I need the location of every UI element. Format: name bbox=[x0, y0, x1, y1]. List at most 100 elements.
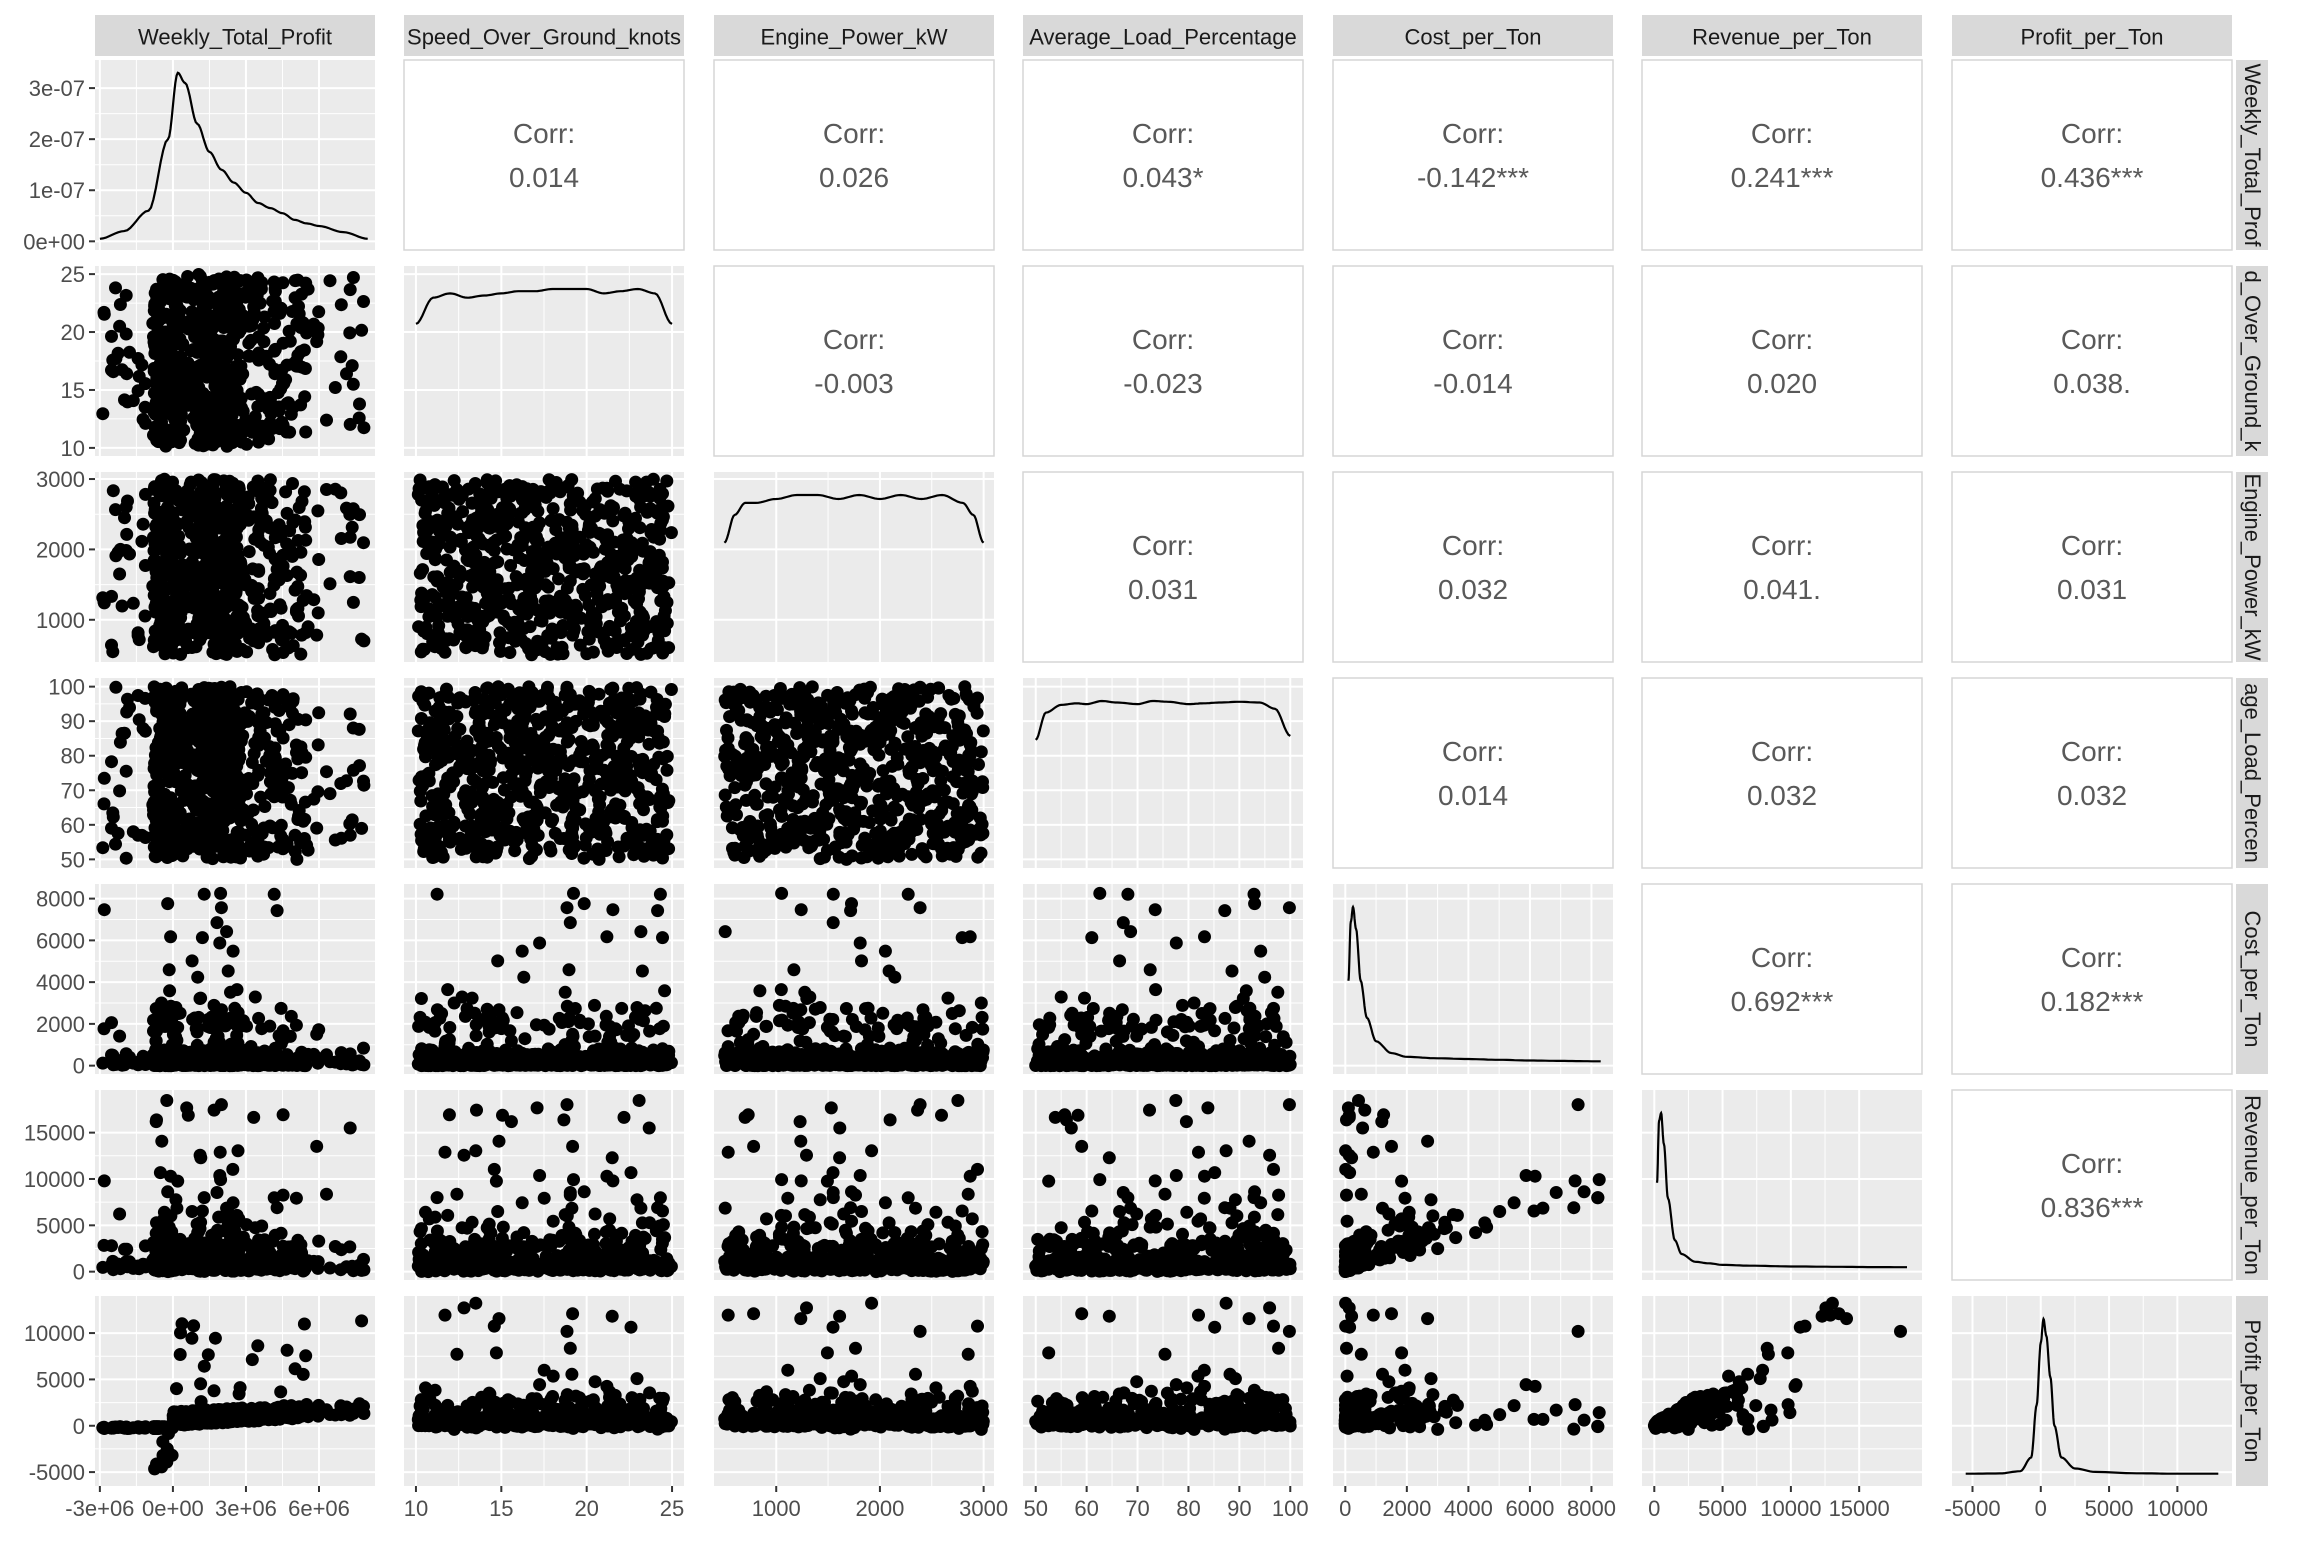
scatter-point bbox=[209, 796, 222, 809]
corr-label: Corr: bbox=[1751, 118, 1813, 149]
scatter-point bbox=[214, 887, 227, 900]
scatter-point bbox=[187, 626, 200, 639]
scatter-point bbox=[209, 646, 222, 659]
scatter-point bbox=[274, 530, 287, 543]
scatter-point bbox=[634, 687, 647, 700]
scatter-point bbox=[247, 840, 260, 853]
scatter-point bbox=[234, 556, 247, 569]
scatter-point bbox=[186, 954, 199, 967]
scatter-point bbox=[320, 483, 333, 496]
corr-label: Corr: bbox=[823, 324, 885, 355]
scatter-point bbox=[653, 492, 666, 505]
scatter-point bbox=[209, 363, 222, 376]
corr-value: -0.003 bbox=[814, 368, 893, 399]
scatter-point bbox=[105, 755, 118, 768]
scatter-point bbox=[510, 826, 523, 839]
corr-panel bbox=[1333, 472, 1613, 662]
scatter-point bbox=[661, 750, 674, 763]
scatter-point bbox=[912, 778, 925, 791]
corr-label: Corr: bbox=[1442, 324, 1504, 355]
scatter-point bbox=[738, 737, 751, 750]
scatter-point bbox=[257, 322, 270, 335]
scatter-point bbox=[268, 572, 281, 585]
scatter-point bbox=[153, 583, 166, 596]
corr-panel bbox=[1642, 472, 1922, 662]
corr-panel bbox=[1642, 60, 1922, 250]
corr-label: Corr: bbox=[1132, 118, 1194, 149]
scatter-point bbox=[602, 623, 615, 636]
scatter-point bbox=[255, 708, 268, 721]
strip-label-right-3: age_Load_Percen bbox=[2240, 683, 2265, 863]
scatter-point bbox=[295, 288, 308, 301]
scatter-point bbox=[343, 326, 356, 339]
scatter-point bbox=[243, 710, 256, 723]
scatter-point bbox=[286, 516, 299, 529]
scatter-point bbox=[215, 901, 228, 914]
scatter-point bbox=[217, 474, 230, 487]
scatter-point bbox=[509, 635, 522, 648]
scatter-point bbox=[891, 803, 904, 816]
scatter-point bbox=[235, 436, 248, 449]
scatter-point bbox=[447, 775, 460, 788]
scatter-point bbox=[464, 808, 477, 821]
scatter-point bbox=[867, 743, 880, 756]
scatter-point bbox=[837, 764, 850, 777]
scatter-point bbox=[489, 847, 502, 860]
scatter-point bbox=[502, 509, 515, 522]
scatter-point bbox=[248, 276, 261, 289]
scatter-point bbox=[153, 722, 166, 735]
scatter-point bbox=[471, 758, 484, 771]
panel-0-5: Corr:0.241*** bbox=[1642, 60, 1922, 250]
scatter-point bbox=[161, 562, 174, 575]
corr-panel bbox=[1952, 266, 2232, 456]
scatter-point bbox=[887, 713, 900, 726]
scatter-point bbox=[275, 634, 288, 647]
scatter-point bbox=[957, 825, 970, 838]
scatter-point bbox=[109, 549, 122, 562]
scatter-point bbox=[198, 437, 211, 450]
scatter-point bbox=[861, 772, 874, 785]
scatter-point bbox=[736, 691, 749, 704]
scatter-point bbox=[107, 365, 120, 378]
scatter-point bbox=[269, 295, 282, 308]
scatter-point bbox=[310, 1028, 323, 1041]
scatter-point bbox=[418, 842, 431, 855]
scatter-point bbox=[112, 827, 125, 840]
scatter-point bbox=[357, 536, 370, 549]
scatter-point bbox=[276, 377, 289, 390]
scatter-point bbox=[932, 818, 945, 831]
strip-label-top-2: Engine_Power_kW bbox=[760, 25, 947, 50]
scatter-point bbox=[192, 474, 205, 487]
corr-label: Corr: bbox=[1442, 118, 1504, 149]
scatter-point bbox=[107, 484, 120, 497]
scatter-point bbox=[728, 849, 741, 862]
scatter-point bbox=[504, 486, 517, 499]
scatter-point bbox=[324, 787, 337, 800]
scatter-point bbox=[818, 761, 831, 774]
scatter-point bbox=[113, 1030, 126, 1043]
scatter-point bbox=[163, 984, 176, 997]
scatter-point bbox=[268, 648, 281, 661]
scatter-point bbox=[821, 689, 834, 702]
scatter-point bbox=[273, 598, 286, 611]
scatter-point bbox=[346, 359, 359, 372]
scatter-point bbox=[311, 504, 324, 517]
scatter-point bbox=[949, 708, 962, 721]
scatter-point bbox=[279, 758, 292, 771]
corr-value: 0.020 bbox=[1747, 368, 1817, 399]
scatter-point bbox=[541, 629, 554, 642]
scatter-point bbox=[777, 793, 790, 806]
scatter-point bbox=[320, 1048, 333, 1061]
scatter-point bbox=[163, 601, 176, 614]
scatter-point bbox=[608, 536, 621, 549]
scatter-point bbox=[147, 803, 160, 816]
scatter-point bbox=[510, 570, 523, 583]
panel-2-2 bbox=[714, 472, 994, 662]
scatter-point bbox=[493, 708, 506, 721]
scatter-point bbox=[927, 757, 940, 770]
scatter-point bbox=[220, 720, 233, 733]
scatter-point bbox=[251, 609, 264, 622]
scatter-point bbox=[290, 566, 303, 579]
corr-panel bbox=[1952, 60, 2232, 250]
